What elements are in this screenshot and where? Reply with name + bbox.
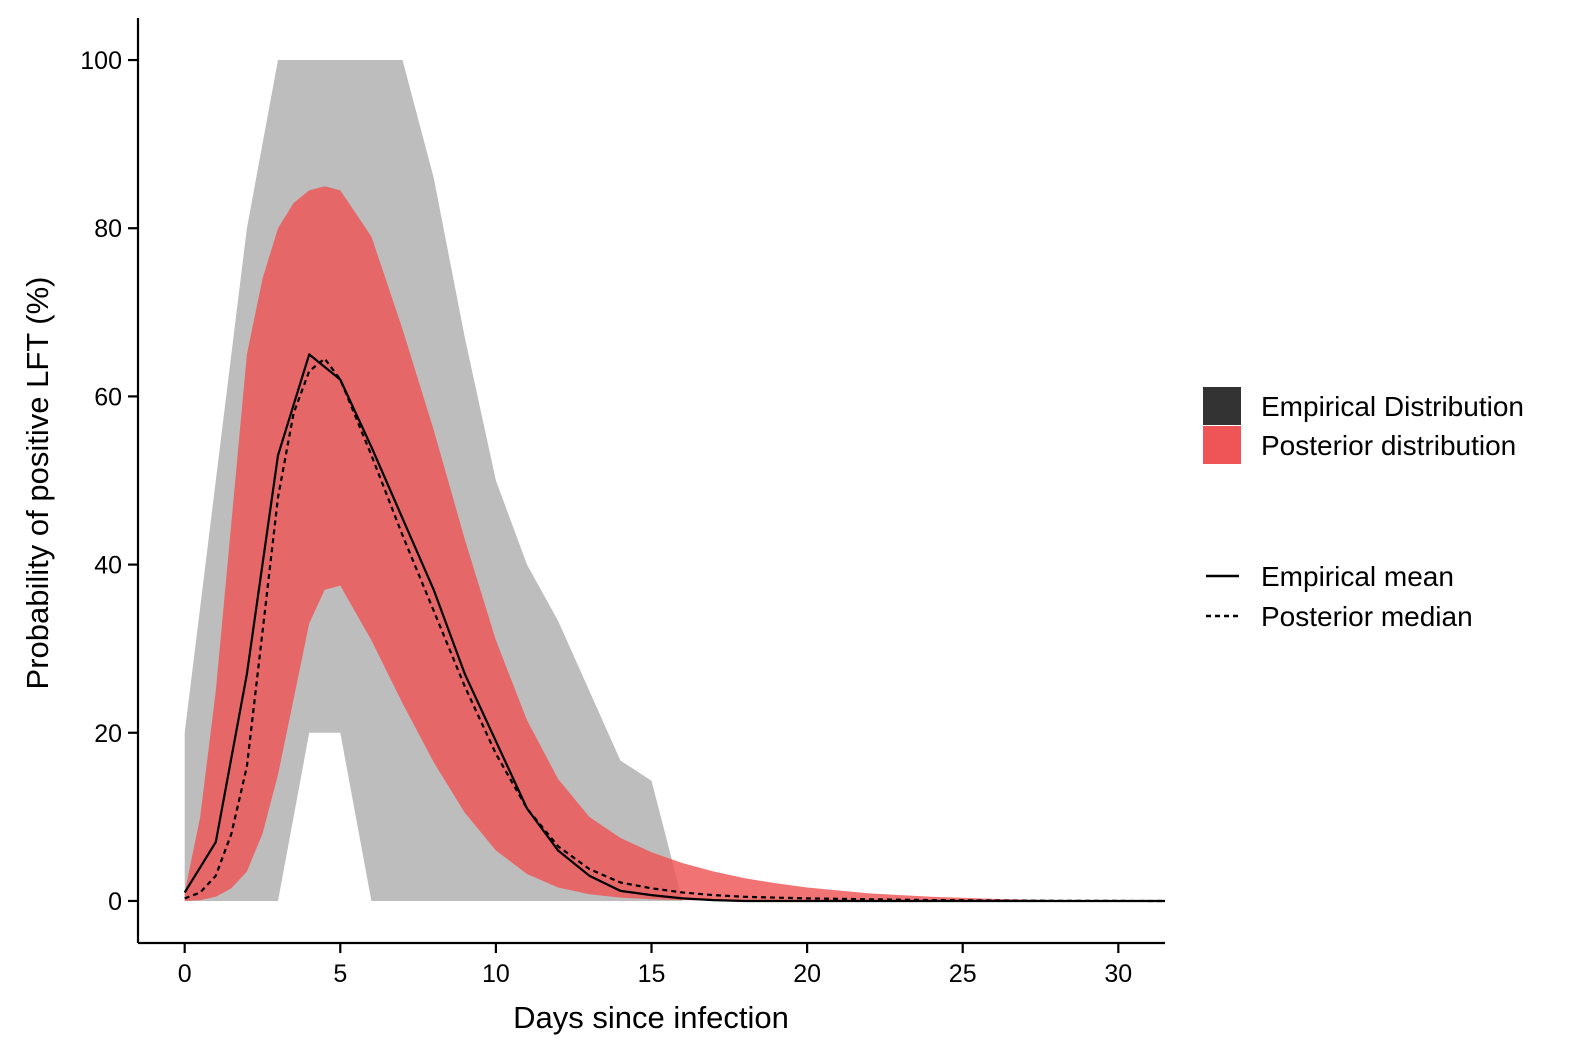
- x-tick-label: 20: [793, 960, 821, 988]
- y-tick-label: 100: [80, 47, 122, 75]
- x-tick-label: 15: [638, 960, 666, 988]
- x-axis-ticks: 0 5 10 15 20 25 30: [178, 943, 1132, 988]
- legend-label-posterior-median: Posterior median: [1261, 601, 1473, 632]
- x-tick-label: 25: [949, 960, 977, 988]
- x-axis-title: Days since infection: [513, 1000, 789, 1035]
- y-tick-label: 0: [108, 888, 122, 916]
- band-posterior-distribution: [184, 186, 1165, 901]
- x-tick-label: 0: [178, 960, 192, 988]
- x-tick-label: 5: [333, 960, 347, 988]
- legend-key-empirical-distribution: [1203, 387, 1241, 425]
- y-tick-label: 40: [94, 552, 122, 580]
- legend: Empirical Distribution Posterior distrib…: [1203, 387, 1524, 632]
- legend-label-empirical-mean: Empirical mean: [1261, 561, 1454, 592]
- y-axis-title: Probability of positive LFT (%): [20, 277, 55, 690]
- y-tick-label: 20: [94, 720, 122, 748]
- y-axis-ticks: 0 20 40 60 80 100: [80, 47, 138, 916]
- legend-label-posterior-distribution: Posterior distribution: [1261, 430, 1516, 461]
- x-tick-label: 10: [482, 960, 510, 988]
- line-posterior-median: [184, 357, 1166, 903]
- legend-key-posterior-distribution: [1203, 426, 1241, 464]
- lines-layer: [183, 353, 1166, 903]
- bands-layer: [184, 60, 1165, 901]
- y-tick-label: 60: [94, 383, 122, 411]
- legend-label-empirical-distribution: Empirical Distribution: [1261, 391, 1524, 422]
- y-tick-label: 80: [94, 215, 122, 243]
- line-empirical-mean: [183, 353, 1165, 903]
- x-tick-label: 30: [1104, 960, 1132, 988]
